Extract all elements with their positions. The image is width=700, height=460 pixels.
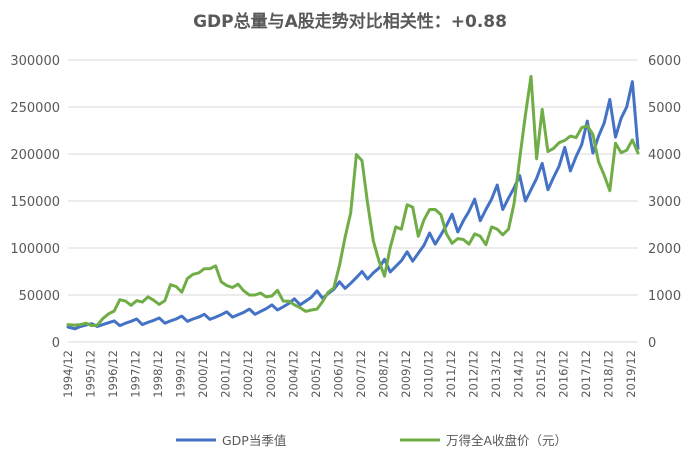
x-tick-label: 2010/12 — [421, 350, 435, 398]
x-tick-label: 2005/12 — [309, 350, 323, 398]
y-right-tick-label: 1000 — [648, 289, 681, 304]
y-right-tick-label: 2000 — [648, 242, 681, 257]
y-left-tick-label: 50000 — [19, 289, 60, 304]
y-left-tick-label: 300000 — [10, 54, 60, 69]
series-lines — [66, 74, 640, 331]
x-tick-label: 2009/12 — [399, 350, 413, 398]
x-tick-label: 1996/12 — [106, 350, 120, 398]
x-tick-label: 2013/12 — [489, 350, 503, 398]
x-tick-label: 2006/12 — [331, 350, 345, 398]
x-tick-label: 2003/12 — [264, 350, 278, 398]
x-tick-label: 2012/12 — [467, 350, 481, 398]
y-right-tick-label: 3000 — [648, 195, 681, 210]
x-tick-label: 1995/12 — [84, 350, 98, 398]
x-tick-label: 2015/12 — [534, 350, 548, 398]
y-left-tick-label: 200000 — [10, 148, 60, 163]
x-tick-label: 2001/12 — [219, 350, 233, 398]
x-tick-label: 2007/12 — [354, 350, 368, 398]
legend-label: GDP当季值 — [222, 433, 286, 448]
series-line-gdp — [66, 80, 640, 331]
series-line-wind-a-index — [66, 74, 640, 328]
y-left-tick-label: 0 — [52, 336, 60, 351]
x-tick-label: 2014/12 — [512, 350, 526, 398]
chart-title: GDP总量与A股走势对比相关性：+0.88 — [193, 11, 507, 32]
x-tick-label: 2016/12 — [557, 350, 571, 398]
y-right-tick-label: 4000 — [648, 148, 681, 163]
y-right-tick-label: 0 — [648, 336, 656, 351]
gridlines — [68, 59, 638, 343]
x-axis-ticks: 1994/12 1995/12 1996/12 1997/12 1998/12 1999/… — [61, 350, 638, 398]
legend-label: 万得全A收盘价（元） — [446, 433, 567, 448]
y-right-tick-label: 5000 — [648, 101, 681, 116]
y-left-tick-label: 150000 — [10, 195, 60, 210]
y-right-tick-label: 6000 — [648, 54, 681, 69]
x-tick-label: 2002/12 — [241, 350, 255, 398]
x-tick-label: 1998/12 — [151, 350, 165, 398]
y-left-tick-label: 250000 — [10, 101, 60, 116]
x-tick-label: 2008/12 — [376, 350, 390, 398]
x-tick-label: 2017/12 — [579, 350, 593, 398]
x-tick-label: 1994/12 — [61, 350, 75, 398]
x-tick-label: 2004/12 — [286, 350, 300, 398]
x-tick-label: 2019/12 — [624, 350, 638, 398]
x-tick-label: 2018/12 — [602, 350, 616, 398]
x-tick-label: 2011/12 — [444, 350, 458, 398]
y-left-tick-label: 100000 — [10, 242, 60, 257]
x-tick-label: 2000/12 — [196, 350, 210, 398]
y-axis-left-ticks: 0 50000 100000 150000 200000 250000 300000 — [10, 54, 60, 351]
legend: GDP当季值 万得全A收盘价（元） — [176, 433, 567, 448]
x-tick-label: 1997/12 — [129, 350, 143, 398]
x-tick-label: 1999/12 — [174, 350, 188, 398]
y-axis-right-ticks: 0 1000 2000 3000 4000 5000 6000 — [648, 54, 681, 351]
